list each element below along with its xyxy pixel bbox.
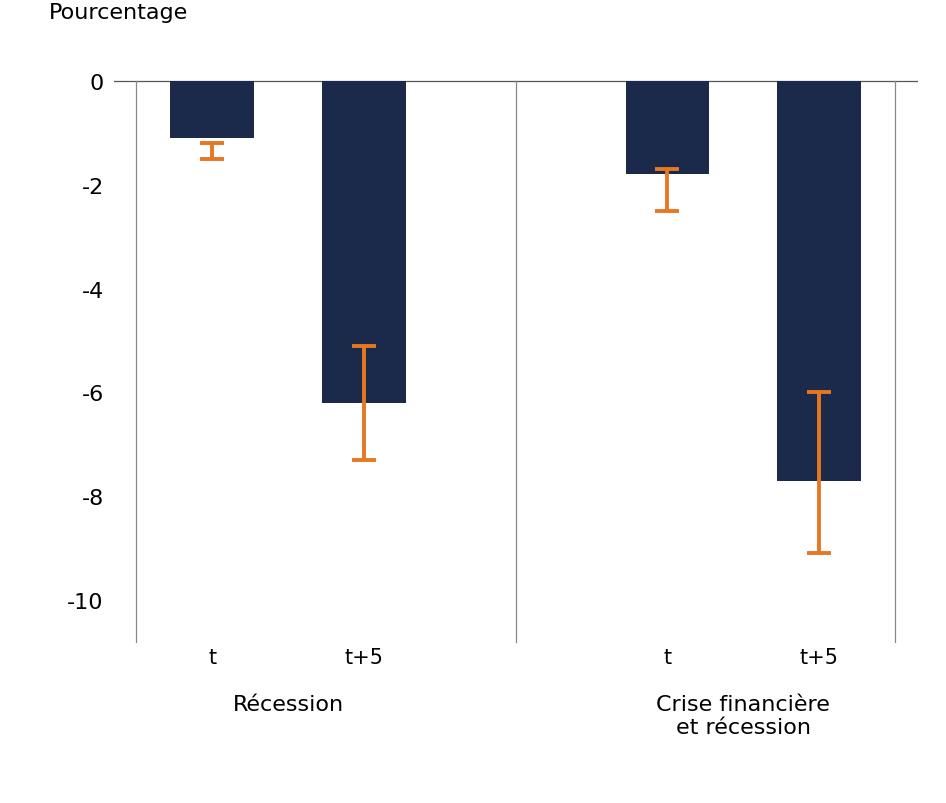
Text: t+5: t+5	[344, 647, 383, 667]
Text: Récession: Récession	[233, 694, 343, 714]
Bar	[170, 82, 254, 139]
Bar	[778, 82, 861, 481]
Text: Crise financière
et récession: Crise financière et récession	[657, 694, 830, 737]
Bar	[625, 82, 709, 175]
Bar	[323, 82, 406, 403]
Text: t: t	[208, 647, 217, 667]
Text: t+5: t+5	[799, 647, 838, 667]
Text: Pourcentage: Pourcentage	[49, 2, 188, 22]
Text: t: t	[663, 647, 672, 667]
